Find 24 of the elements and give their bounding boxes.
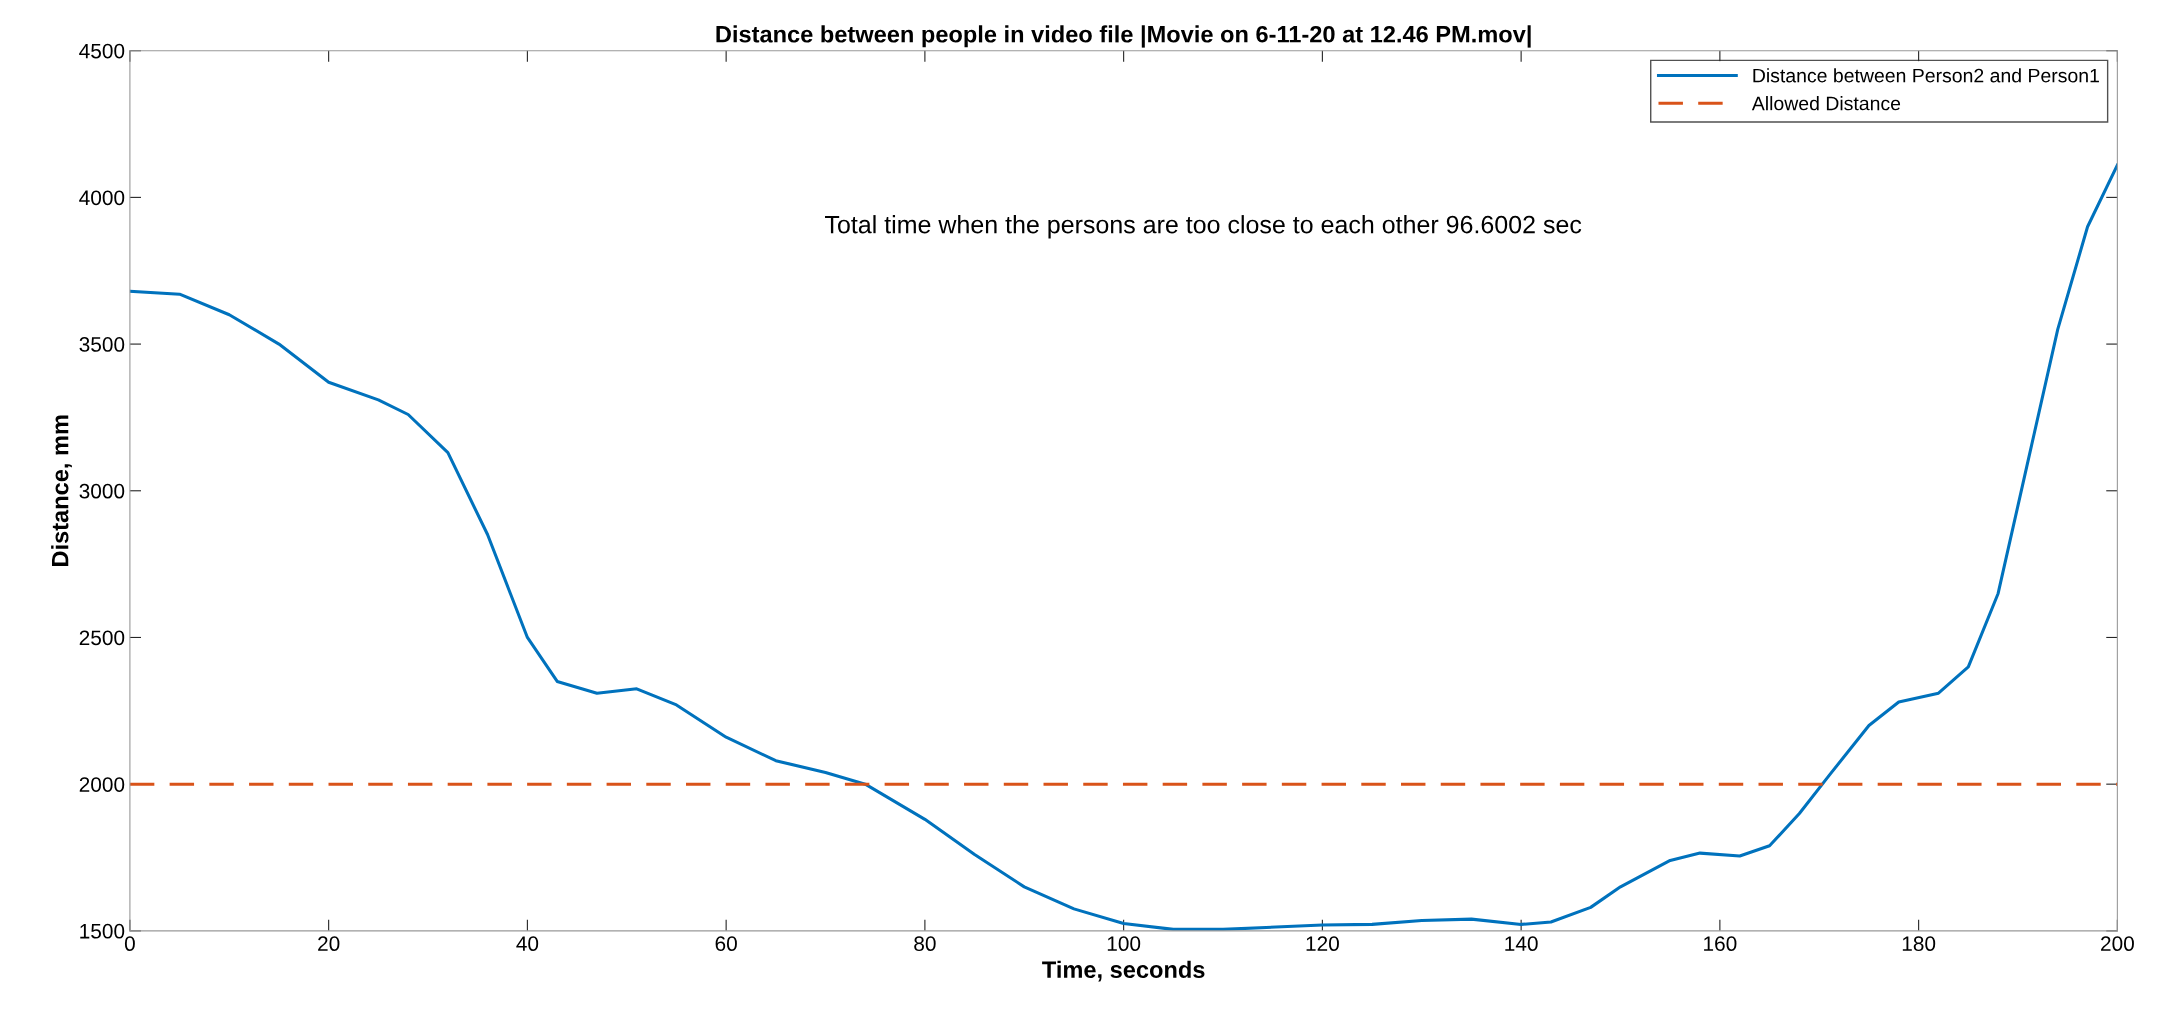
x-tick-label: 100 xyxy=(1107,936,1141,952)
x-tick-label: 60 xyxy=(715,936,737,952)
x-tick-label: 80 xyxy=(914,936,936,952)
y-tick-label: 1500 xyxy=(80,923,125,939)
annotation: Total time when the persons are too close to each other 96.6002 sec xyxy=(825,215,1582,239)
x-axis-title: Time, seconds xyxy=(1042,960,1205,982)
x-tick-label: 20 xyxy=(318,936,340,952)
x-tick-label: 40 xyxy=(516,936,539,952)
x-tick-label: 180 xyxy=(1902,936,1936,952)
y-tick-label: 3000 xyxy=(79,483,125,499)
x-tick-label: 140 xyxy=(1505,936,1538,952)
y-tick-label: 3500 xyxy=(79,337,125,352)
y-tick-label: 2500 xyxy=(79,630,125,646)
legend-label: Allowed Distance xyxy=(1751,96,1901,111)
x-tick-label: 160 xyxy=(1704,936,1737,952)
y-tick-label: 4000 xyxy=(79,190,125,206)
x-tick-label: 0 xyxy=(124,936,135,952)
chart-title: Distance between people in video file |Movie on 6-11-20 at 12.46 PM.mov| xyxy=(716,25,1531,48)
y-tick-label: 2000 xyxy=(79,777,125,792)
y-tick-label: 4500 xyxy=(79,43,125,59)
x-tick-label: 120 xyxy=(1306,936,1339,952)
y-axis-title: Distance, mm xyxy=(51,415,72,566)
legend-label: Distance between Person2 and Person1 xyxy=(1753,68,2099,83)
x-tick-label: 200 xyxy=(2101,936,2134,952)
